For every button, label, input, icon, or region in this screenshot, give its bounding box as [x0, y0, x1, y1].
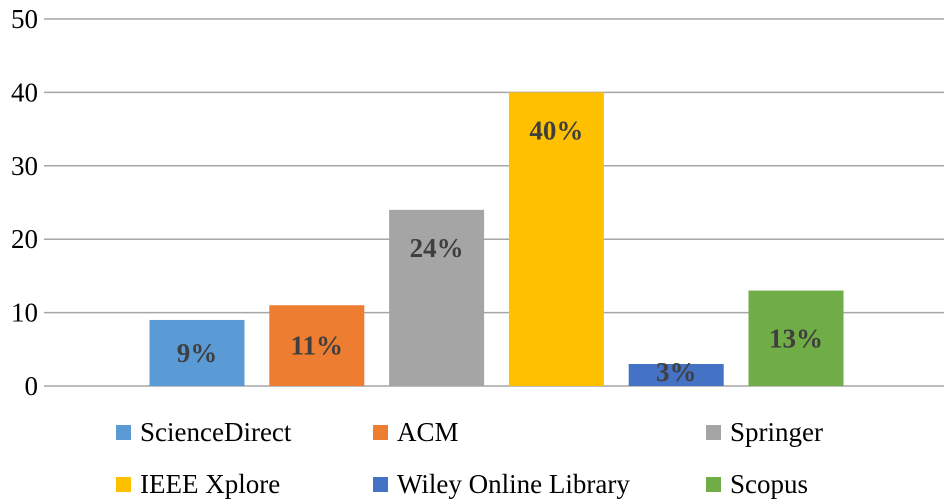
legend-label: Wiley Online Library: [397, 468, 630, 499]
legend-label: ACM: [397, 416, 459, 447]
data-label: 9%: [177, 338, 218, 368]
legend-swatch: [706, 424, 721, 440]
bar-ieee-xplore: [508, 92, 604, 387]
data-label: 40%: [529, 115, 583, 145]
y-axis-ticks: 0 10 20 30 40 50: [11, 4, 38, 401]
y-tick-label: 50: [11, 4, 38, 34]
y-tick-label: 10: [11, 298, 38, 328]
legend-item-scopus: Scopus: [706, 464, 808, 504]
legend-item-ieee-xplore: IEEE Xplore: [116, 464, 280, 504]
data-label: 13%: [769, 323, 823, 353]
legend-item-springer: Springer: [706, 412, 823, 452]
legend-item-wiley-online-library: Wiley Online Library: [373, 464, 630, 504]
bar-springer: [389, 209, 485, 386]
y-tick-label: 20: [11, 224, 38, 254]
bar-chart: 0 10 20 30 40 50 9% 11% 24% 40% 3% 13%: [11, 4, 944, 401]
legend-label: IEEE Xplore: [140, 468, 281, 499]
data-label: 24%: [410, 233, 464, 263]
legend-item-sciencedirect: ScienceDirect: [116, 412, 291, 452]
data-label: 3%: [656, 357, 697, 387]
y-tick-label: 0: [25, 371, 39, 401]
bar-sciencedirect: [149, 319, 245, 386]
legend-swatch: [706, 476, 721, 492]
bars: [149, 92, 844, 387]
bar-scopus: [748, 290, 844, 386]
legend-label: Springer: [730, 416, 823, 447]
legend-swatch: [116, 476, 131, 492]
legend-label: Scopus: [730, 468, 809, 499]
bar-wiley-online-library: [628, 363, 724, 386]
legend-label: ScienceDirect: [140, 416, 292, 447]
legend-swatch: [373, 476, 388, 492]
data-label: 11%: [291, 331, 344, 361]
legend-swatch: [373, 424, 388, 440]
legend-item-acm: ACM: [373, 412, 459, 452]
legend-swatch: [116, 424, 131, 440]
y-tick-label: 30: [11, 151, 38, 181]
data-labels: 9% 11% 24% 40% 3% 13%: [177, 115, 823, 387]
legend: ScienceDirect ACM Springer IEEE Xplore W…: [0, 408, 944, 503]
y-tick-label: 40: [11, 77, 38, 107]
bar-acm: [269, 305, 365, 386]
